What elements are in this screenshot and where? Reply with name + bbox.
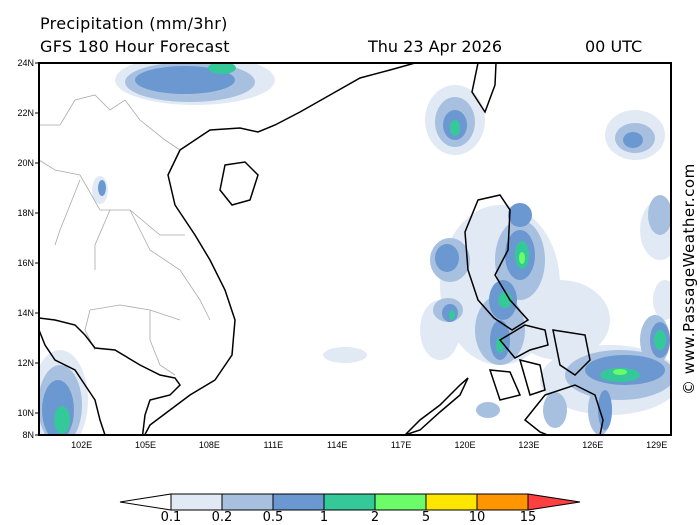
- forecast-label: GFS 180 Hour Forecast: [40, 37, 230, 56]
- lat-tick-label: 8N: [22, 430, 34, 440]
- lon-tick-label: 105E: [135, 440, 156, 450]
- lon-tick-label: 123E: [518, 440, 539, 450]
- legend-label: 0.2: [211, 510, 233, 525]
- borders: [39, 63, 604, 435]
- precipitation-field: [39, 63, 671, 435]
- lon-tick-label: 129E: [646, 440, 667, 450]
- color-legend: [119, 493, 581, 511]
- legend-swatch: [272, 493, 325, 511]
- lat-tick-label: 24N: [17, 58, 34, 68]
- lat-tick-label: 14N: [17, 308, 34, 318]
- legend-high-arrow: [527, 493, 581, 511]
- legend-swatch: [476, 493, 529, 511]
- legend-label: 2: [370, 510, 380, 525]
- legend-swatch: [323, 493, 376, 511]
- lon-tick-label: 114E: [327, 440, 347, 450]
- latitude-axis: 24N 22N 20N 18N 16N 14N 12N 10N 8N: [17, 58, 39, 440]
- legend-swatch: [221, 493, 274, 511]
- lat-tick-label: 16N: [17, 258, 34, 268]
- lon-tick-label: 108E: [199, 440, 220, 450]
- legend-label: 0.1: [160, 510, 182, 525]
- map-frame: [38, 62, 672, 436]
- lat-tick-label: 10N: [17, 408, 34, 418]
- legend-label: 15: [519, 510, 537, 525]
- watermark: © www.PassageWeather.com: [680, 163, 698, 395]
- forecast-time: 00 UTC: [585, 37, 643, 56]
- legend-swatch: [374, 493, 427, 511]
- lon-tick-label: 120E: [454, 440, 475, 450]
- legend-label: 1: [319, 510, 329, 525]
- lat-tick-label: 18N: [17, 208, 34, 218]
- longitude-axis: 102E 105E 108E 111E 114E 117E 120E 123E 126E 129E: [71, 440, 667, 450]
- legend-swatch: [425, 493, 478, 511]
- map-title: Precipitation (mm/3hr): [40, 14, 228, 33]
- lat-tick-label: 12N: [17, 358, 34, 368]
- lat-tick-label: 20N: [17, 158, 34, 168]
- legend-label: 10: [468, 510, 486, 525]
- legend-low-arrow: [119, 493, 172, 511]
- lon-tick-label: 126E: [582, 440, 603, 450]
- forecast-date: Thu 23 Apr 2026: [368, 37, 503, 56]
- lon-tick-label: 111E: [263, 440, 283, 450]
- legend-label: 5: [421, 510, 431, 525]
- lat-tick-label: 22N: [17, 108, 34, 118]
- lon-tick-label: 102E: [71, 440, 92, 450]
- legend-swatch: [170, 493, 223, 511]
- legend-label: 0.5: [262, 510, 284, 525]
- lon-tick-label: 117E: [391, 440, 411, 450]
